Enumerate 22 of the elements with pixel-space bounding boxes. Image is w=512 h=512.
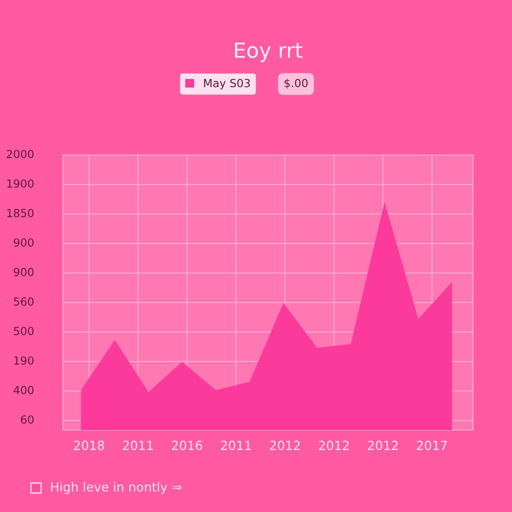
text: 2000 (6, 150, 34, 158)
text: 2016 (172, 440, 202, 450)
text: High leve in nontly ⇒ (51, 482, 182, 494)
text: 2017 (417, 440, 447, 450)
text: 900 (14, 238, 34, 247)
text: 2011 (221, 440, 251, 450)
text: 900 (14, 268, 34, 276)
text: 190 (14, 356, 34, 365)
chart-title: Eoy rrt (235, 42, 302, 62)
text: 1900 (7, 179, 34, 188)
text: $.00 (284, 78, 308, 89)
text: 400 (14, 386, 34, 394)
text: 2011 (123, 440, 153, 450)
text: 560 (14, 297, 34, 306)
text: 60 (20, 415, 34, 424)
text: 2018 (74, 440, 104, 450)
text: 2012 (270, 440, 300, 450)
text: 500 (14, 326, 34, 336)
text: 1850 (7, 208, 34, 218)
legend-label: May S03 (204, 78, 250, 90)
text: 2012 (368, 440, 398, 450)
text: 2012 (319, 440, 349, 450)
